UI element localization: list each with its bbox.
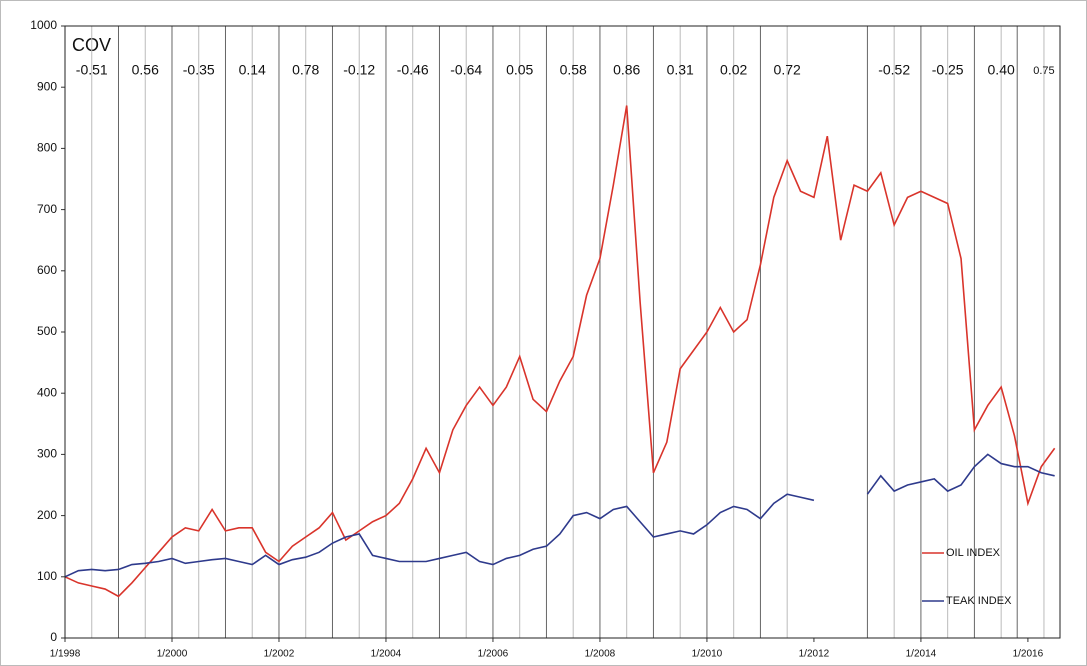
annotation-label: 0.72: [774, 62, 801, 78]
x-tick-label: 1/2016: [1013, 649, 1044, 660]
x-tick-label: 1/2006: [478, 649, 509, 660]
y-tick-label: 600: [37, 263, 57, 277]
y-tick-label: 1000: [30, 18, 57, 32]
y-tick-label: 500: [37, 324, 57, 338]
annotation-label: 0.86: [613, 62, 640, 78]
x-tick-label: 1/1998: [50, 649, 81, 660]
x-tick-label: 1/2014: [906, 649, 937, 660]
legend-label: OIL INDEX: [946, 547, 1001, 559]
annotation-label: 0.02: [720, 62, 747, 78]
series-line: [866, 453, 1055, 495]
y-tick-label: 400: [37, 385, 57, 399]
annotation-label: -0.46: [397, 62, 429, 78]
annotation-label: 0.58: [560, 62, 587, 78]
annotation-label: -0.64: [450, 62, 482, 78]
y-tick-label: 700: [37, 202, 57, 216]
x-tick-label: 1/2002: [264, 649, 295, 660]
x-tick-label: 1/2008: [585, 649, 616, 660]
annotation-label: 0.40: [988, 62, 1015, 78]
x-tick-label: 1/2004: [371, 649, 402, 660]
annotation-label: 0.78: [292, 62, 319, 78]
annotation-label: -0.35: [183, 62, 215, 78]
series-line: [64, 105, 1056, 598]
y-tick-label: 200: [37, 508, 57, 522]
annotation-label: 0.31: [667, 62, 694, 78]
annotation-label: 0.05: [506, 62, 533, 78]
x-tick-label: 1/2012: [799, 649, 830, 660]
y-tick-label: 0: [50, 630, 57, 644]
annotation-label: -0.12: [343, 62, 375, 78]
y-tick-label: 300: [37, 447, 57, 461]
legend-label: TEAK INDEX: [946, 595, 1012, 607]
annotation-label: -0.51: [76, 62, 108, 78]
annotation-label: 0.56: [132, 62, 159, 78]
annotation-label: 0.14: [239, 62, 266, 78]
plot-border: [64, 25, 1061, 639]
annotation-label: -0.25: [932, 62, 964, 78]
annotation-label: -0.52: [878, 62, 910, 78]
y-tick-label: 800: [37, 141, 57, 155]
annotation-label: 0.75: [1033, 65, 1054, 77]
x-tick-label: 1/2000: [157, 649, 188, 660]
series-line: [64, 493, 815, 578]
y-tick-label: 100: [37, 569, 57, 583]
x-tick-label: 1/2010: [692, 649, 723, 660]
y-tick-label: 900: [37, 79, 57, 93]
